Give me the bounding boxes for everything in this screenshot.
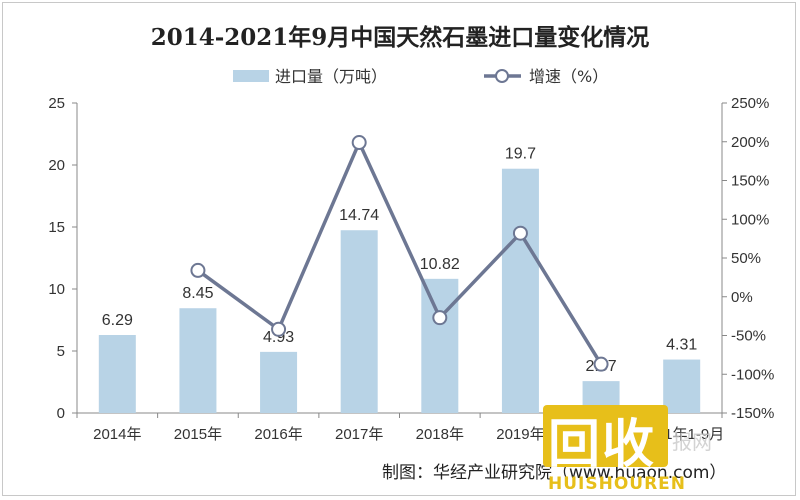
x-tick-label: 2016年 xyxy=(254,426,302,443)
right-tick-label: 50% xyxy=(731,250,761,267)
left-tick-label: 10 xyxy=(48,281,65,298)
bar-value-label: 8.45 xyxy=(182,285,213,302)
chart-title: 2014-2021年9月中国天然石墨进口量变化情况 xyxy=(150,24,650,51)
growth-rate-line xyxy=(196,138,603,366)
left-tick-label: 20 xyxy=(48,157,65,174)
bar-2018年 xyxy=(421,278,459,413)
growth-point-2018年 xyxy=(432,310,448,326)
watermark-logo-text: 回收 xyxy=(548,415,657,475)
left-tick-label: 15 xyxy=(48,219,65,236)
bar-2021年1-9月 xyxy=(663,359,701,413)
x-tick-label: 2018年 xyxy=(416,426,464,443)
bar-value-label: 14.74 xyxy=(339,207,379,224)
watermark-logo-box xyxy=(543,405,668,467)
growth-point-2016年 xyxy=(271,321,287,337)
legend-bar-label: 进口量（万吨） xyxy=(275,67,387,86)
right-tick-label: 200% xyxy=(731,134,769,151)
bar-2016年 xyxy=(260,351,298,413)
bar-value-label: 4.93 xyxy=(263,329,294,346)
legend-line-label: 增速（%） xyxy=(529,67,608,86)
bar-2015年 xyxy=(179,308,217,413)
growth-point-2017年 xyxy=(351,135,367,151)
watermark-side-text: 报网 xyxy=(672,430,712,454)
source-note: 制图：华经产业研究院（www.huaon.com） xyxy=(382,463,727,483)
watermark-subtext: HUISHOUREN xyxy=(548,474,687,494)
growth-point-2019年 xyxy=(512,225,528,241)
right-tick-label: 0% xyxy=(731,289,753,306)
legend-line-marker xyxy=(495,69,509,83)
growth-point-2020年 xyxy=(593,356,609,372)
bar-2019年 xyxy=(501,168,539,413)
right-tick-label: -150% xyxy=(731,405,774,422)
right-tick-label: -50% xyxy=(731,328,766,345)
left-tick-label: 0 xyxy=(57,405,65,422)
bar-value-label: 10.82 xyxy=(420,256,460,273)
left-tick-label: 25 xyxy=(48,95,65,112)
bar-value-label: 6.29 xyxy=(102,312,133,329)
bar-2017年 xyxy=(340,230,378,413)
bar-2014年 xyxy=(98,335,136,413)
x-tick-label: 2014年 xyxy=(93,426,141,443)
left-tick-label: 5 xyxy=(57,343,65,360)
x-tick-label: 2019年 xyxy=(496,426,544,443)
legend-bar-swatch xyxy=(233,70,269,82)
right-tick-label: -100% xyxy=(731,366,774,383)
bar-value-label: 4.31 xyxy=(666,337,697,354)
right-tick-label: 100% xyxy=(731,211,769,228)
x-tick-label: 2017年 xyxy=(335,426,383,443)
right-tick-label: 150% xyxy=(731,173,769,190)
bar-value-label: 19.7 xyxy=(505,146,536,163)
growth-point-2015年 xyxy=(190,262,206,278)
right-tick-label: 250% xyxy=(731,95,769,112)
x-tick-label: 2015年 xyxy=(174,426,222,443)
